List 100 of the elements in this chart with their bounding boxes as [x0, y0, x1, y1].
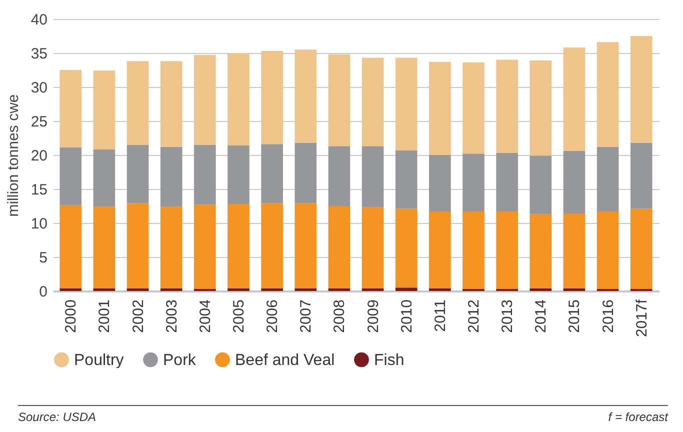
- x-tick-label: 2002: [130, 300, 147, 333]
- bar: [160, 288, 182, 291]
- x-tick-label: 2007: [298, 300, 315, 333]
- x-tick-label: 2016: [600, 300, 617, 333]
- bar: [60, 70, 82, 148]
- bar: [93, 206, 116, 288]
- source-note: Source: USDA: [18, 410, 96, 424]
- bar: [563, 213, 586, 288]
- y-tick-label: 20: [30, 148, 48, 164]
- bar: [194, 204, 216, 289]
- bar: [530, 60, 552, 156]
- x-tick-label: 2012: [466, 300, 483, 333]
- bar: [261, 288, 283, 291]
- y-tick-label: 35: [30, 46, 48, 62]
- bar: [530, 156, 552, 214]
- bar: [496, 211, 518, 289]
- bar: [429, 155, 451, 212]
- bar: [93, 288, 116, 291]
- bar: [328, 146, 350, 206]
- bar: [462, 211, 484, 289]
- bar: [630, 142, 652, 209]
- y-tick-label: 40: [30, 12, 48, 28]
- bar: [261, 203, 283, 288]
- bar: [228, 204, 250, 288]
- bar: [93, 150, 116, 207]
- x-tick-label: 2005: [230, 300, 248, 333]
- bar: [362, 288, 384, 291]
- x-tick-label: 2006: [264, 300, 282, 333]
- bar: [496, 60, 518, 153]
- bar: [596, 211, 619, 289]
- bar: [228, 288, 250, 291]
- bar: [429, 288, 451, 291]
- bar: [126, 288, 149, 291]
- bar: [294, 50, 317, 143]
- bar: [563, 150, 586, 214]
- bar: [261, 144, 283, 204]
- bar: [294, 203, 317, 288]
- x-tick-label: 2014: [532, 300, 550, 333]
- legend-label: Pork: [163, 352, 197, 369]
- x-tick-label: 2017f: [633, 298, 650, 338]
- bar: [228, 53, 250, 146]
- bar: [530, 214, 552, 288]
- bar: [362, 146, 384, 208]
- bar: [160, 146, 182, 207]
- bar: [294, 142, 317, 204]
- x-tick-label: 2001: [96, 300, 114, 333]
- text: f = forecast: [608, 410, 668, 424]
- bar: [395, 208, 418, 288]
- legend-label: Beef and Veal: [235, 352, 335, 369]
- bar: [93, 70, 116, 150]
- y-axis-title: million tonnes cwe: [4, 94, 22, 217]
- bar: [126, 203, 149, 288]
- bar: [462, 154, 484, 212]
- legend-label: Fish: [374, 352, 404, 369]
- bar: [395, 150, 418, 209]
- x-tick-label: 2011: [432, 300, 449, 332]
- bar: [429, 62, 451, 155]
- bar: [328, 206, 350, 288]
- bar: [563, 288, 586, 291]
- x-tick-label: 2000: [62, 300, 80, 333]
- y-tick-label: 0: [39, 284, 48, 300]
- bar: [60, 205, 82, 288]
- bar: [261, 50, 283, 144]
- y-tick-label: 10: [30, 216, 48, 232]
- bar: [395, 288, 418, 291]
- x-tick-label: 2008: [331, 300, 348, 333]
- bar: [194, 55, 216, 145]
- bar: [126, 144, 149, 204]
- bar: [462, 62, 484, 154]
- bar: [530, 288, 552, 291]
- x-tick-label: 2004: [196, 300, 214, 333]
- x-tick-label: 2003: [163, 300, 180, 333]
- bar: [596, 42, 619, 147]
- y-tick-label: 5: [39, 250, 48, 266]
- x-tick-label: 2009: [364, 300, 382, 333]
- bar: [563, 48, 586, 151]
- x-tick-label: 2013: [499, 300, 516, 333]
- bar: [630, 36, 652, 143]
- y-tick-label: 15: [30, 182, 48, 198]
- y-tick-label: 25: [30, 114, 48, 130]
- bar: [596, 146, 619, 212]
- bar: [294, 288, 317, 291]
- bar: [60, 288, 82, 291]
- legend-label: Poultry: [74, 352, 124, 369]
- bar: [395, 58, 418, 150]
- bar: [630, 208, 652, 289]
- bar: [160, 61, 182, 147]
- bar: [429, 211, 451, 288]
- bar: [328, 288, 350, 291]
- bar: [160, 206, 182, 288]
- bar: [328, 54, 350, 146]
- bar: [60, 148, 82, 206]
- bar: [194, 144, 216, 205]
- y-tick-label: 30: [30, 80, 48, 96]
- bar: [228, 145, 250, 204]
- bar: [126, 61, 149, 145]
- bar: [362, 58, 384, 146]
- bar: [496, 152, 518, 212]
- bar: [362, 207, 384, 288]
- x-tick-label: 2015: [566, 300, 584, 333]
